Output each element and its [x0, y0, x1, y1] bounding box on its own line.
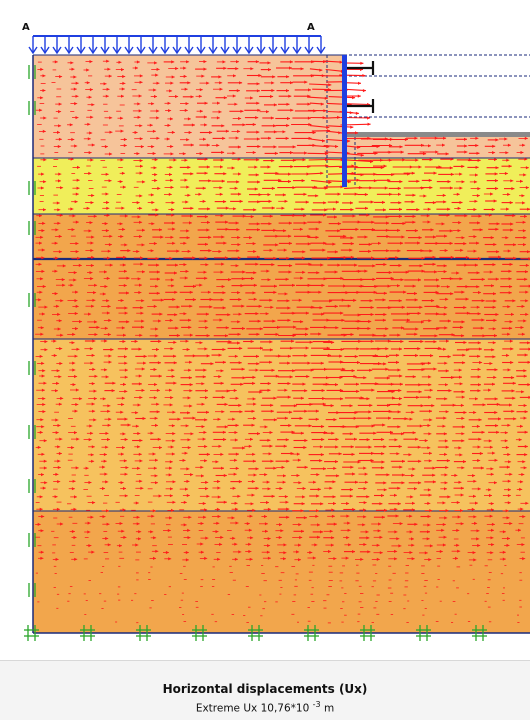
fixity-icon	[24, 65, 487, 641]
anchor-icon	[347, 61, 375, 113]
caption-subtitle-prefix: Extreme Ux 10,76*10	[195, 702, 310, 715]
section-label-right: A	[307, 22, 315, 33]
section-label-left: A	[22, 22, 30, 33]
soil-layer-yellow	[33, 158, 530, 214]
layer-boundaries	[32, 54, 530, 634]
caption-panel	[0, 660, 530, 720]
caption-title: Horizontal displacements (Ux)	[162, 682, 368, 696]
soil-layers	[33, 55, 530, 633]
caption-subtitle-unit: m	[323, 702, 335, 715]
excavation-floor	[344, 132, 530, 137]
displacement-arrow-field	[35, 59, 530, 624]
distributed-load-icon	[28, 35, 326, 55]
caption-subtitle: Extreme Ux 10,76*10 -3 m	[0, 700, 530, 715]
soil-layer-orange-3	[33, 511, 530, 633]
retaining-wall	[342, 55, 347, 187]
excavation-pit	[344, 55, 530, 132]
caption-subtitle-exponent: -3	[312, 700, 321, 709]
